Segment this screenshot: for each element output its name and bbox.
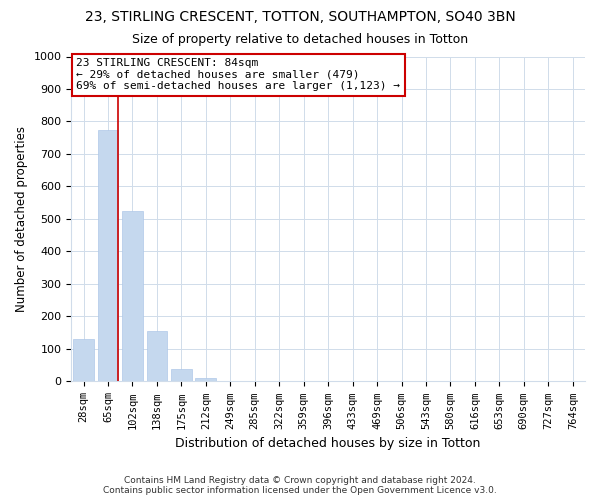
Text: 23, STIRLING CRESCENT, TOTTON, SOUTHAMPTON, SO40 3BN: 23, STIRLING CRESCENT, TOTTON, SOUTHAMPT… [85, 10, 515, 24]
Text: Contains HM Land Registry data © Crown copyright and database right 2024.
Contai: Contains HM Land Registry data © Crown c… [103, 476, 497, 495]
Bar [98, 130, 118, 382]
X-axis label: Distribution of detached houses by size in Totton: Distribution of detached houses by size … [175, 437, 481, 450]
Bar [196, 378, 216, 382]
Bar [146, 331, 167, 382]
Y-axis label: Number of detached properties: Number of detached properties [15, 126, 28, 312]
Bar [122, 211, 143, 382]
Bar [73, 339, 94, 382]
Text: Size of property relative to detached houses in Totton: Size of property relative to detached ho… [132, 32, 468, 46]
Text: 23 STIRLING CRESCENT: 84sqm
← 29% of detached houses are smaller (479)
69% of se: 23 STIRLING CRESCENT: 84sqm ← 29% of det… [76, 58, 400, 92]
Bar [171, 369, 192, 382]
